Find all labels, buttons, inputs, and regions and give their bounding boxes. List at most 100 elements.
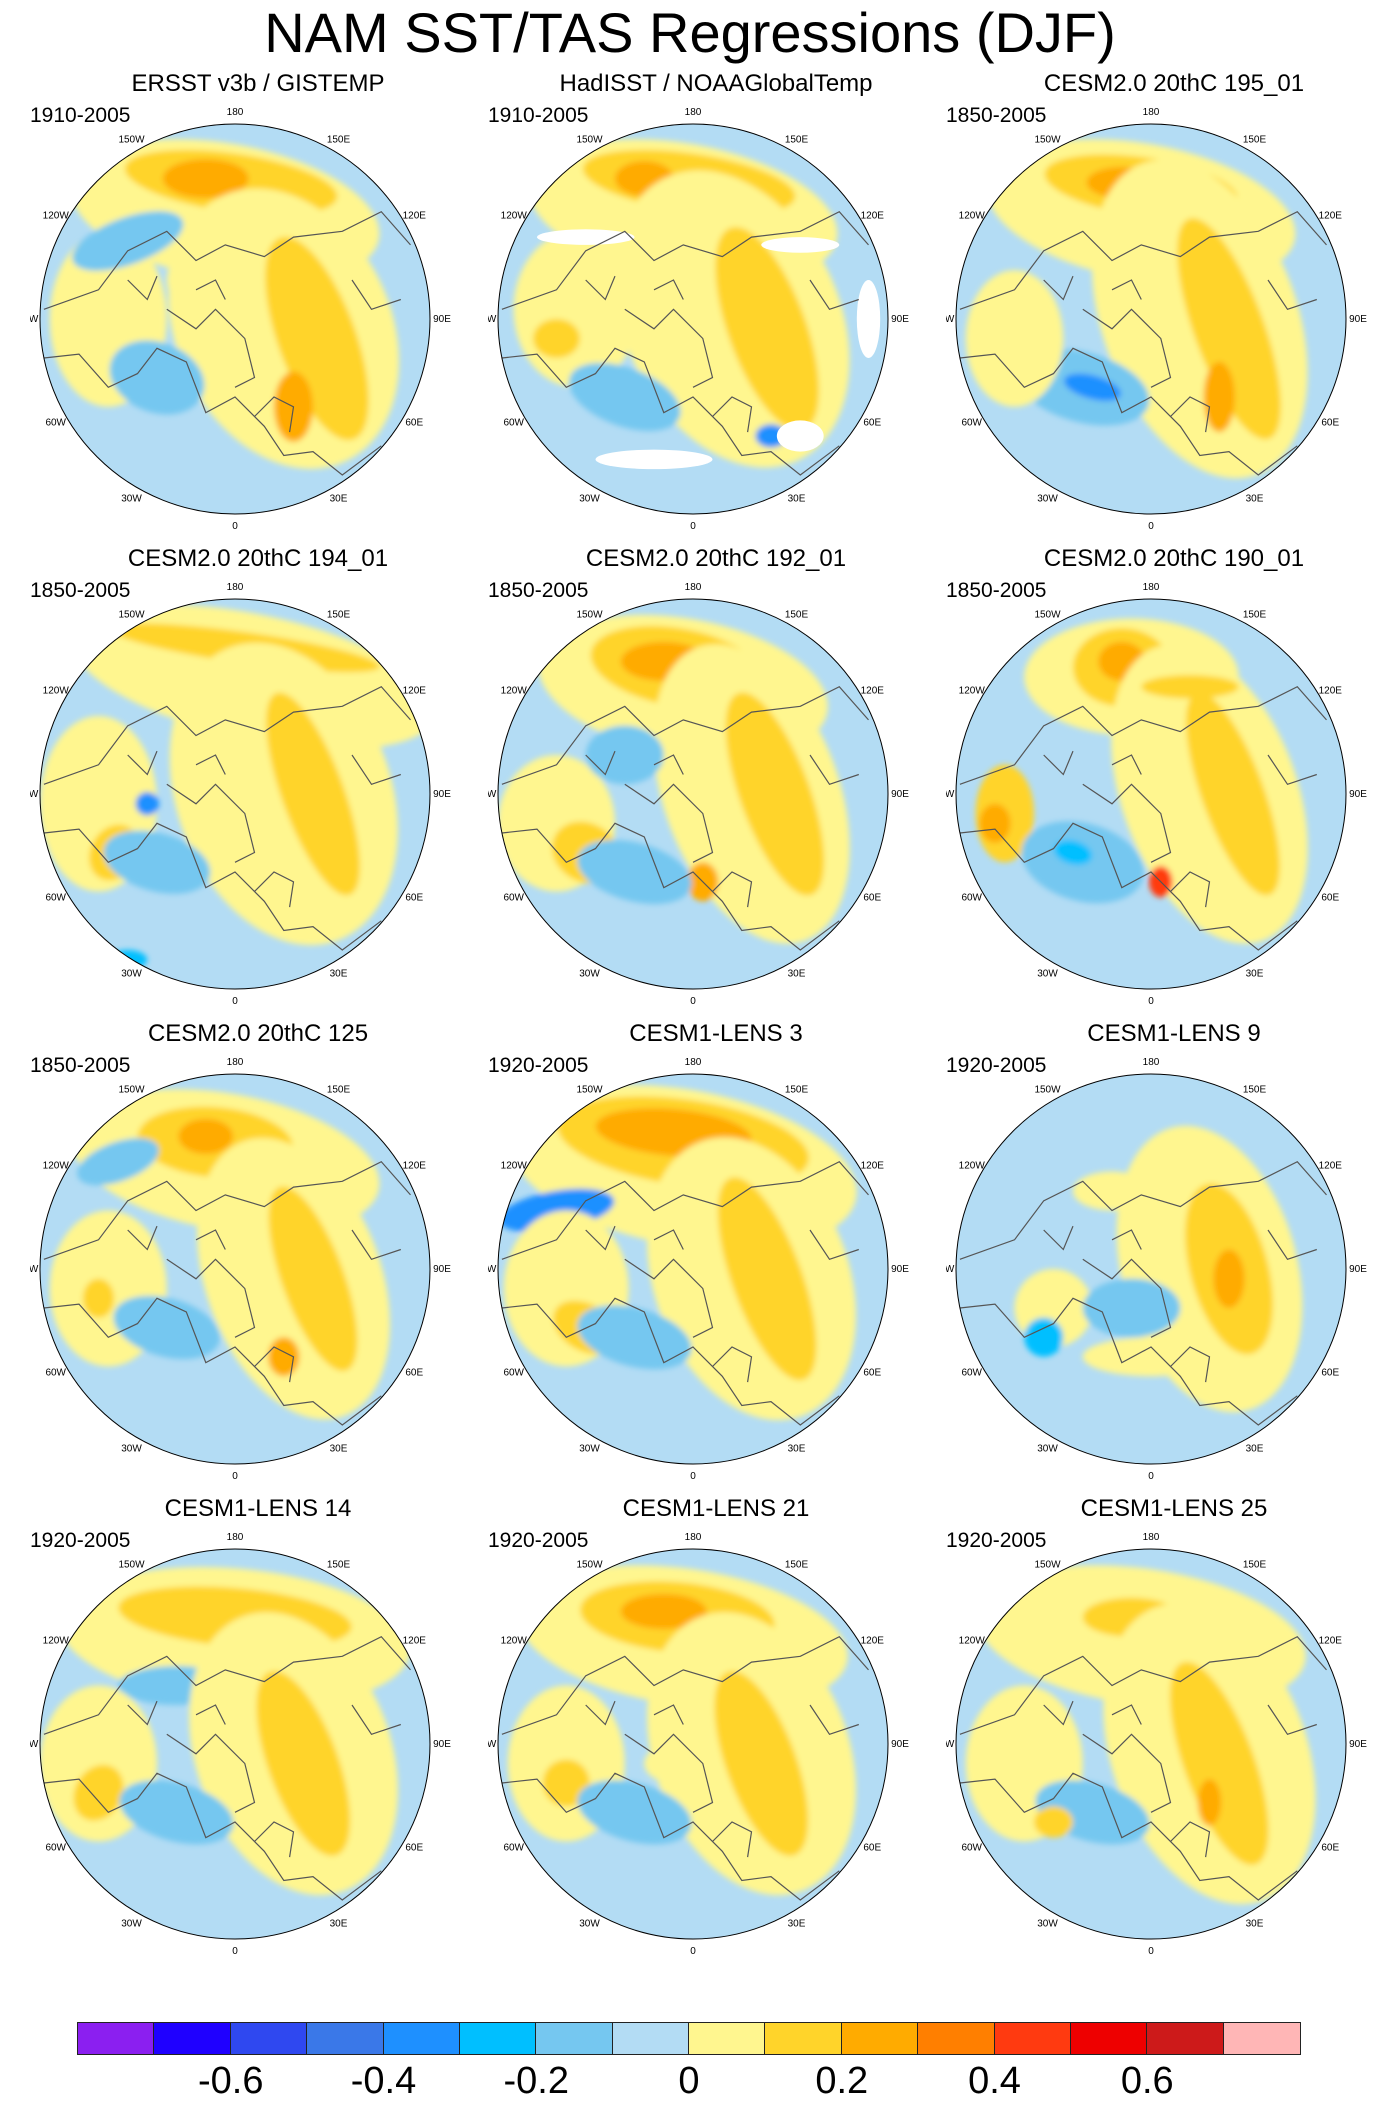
longitude-label: 120E bbox=[1319, 1636, 1343, 1647]
colorbar-swatch bbox=[764, 2022, 843, 2055]
coastline bbox=[127, 1700, 158, 1726]
panel-title: CESM1-LENS 21 bbox=[622, 1495, 810, 1522]
coastline bbox=[1082, 1258, 1172, 1338]
coastline bbox=[712, 871, 753, 908]
anomaly-contour bbox=[1082, 1337, 1220, 1377]
longitude-label: 150W bbox=[118, 1560, 145, 1571]
longitude-label: 90E bbox=[891, 314, 909, 325]
longitude-label: 30E bbox=[1246, 493, 1264, 504]
colorbar-swatch bbox=[153, 2022, 232, 2055]
coastline bbox=[1082, 1733, 1172, 1813]
coastline bbox=[585, 275, 616, 301]
longitude-label: 60E bbox=[863, 1843, 881, 1854]
coastline bbox=[1082, 308, 1172, 388]
longitude-label: 120W bbox=[959, 211, 986, 222]
longitude-label: 90W bbox=[488, 1264, 497, 1275]
longitude-label: 30W bbox=[1037, 1918, 1058, 1929]
longitude-label: 150E bbox=[785, 1560, 809, 1571]
coastline bbox=[1111, 1229, 1142, 1250]
coastline bbox=[1170, 396, 1211, 433]
longitude-label: 120E bbox=[861, 686, 885, 697]
longitude-label: 60E bbox=[863, 893, 881, 904]
longitude-label: 0 bbox=[232, 1946, 238, 1957]
longitude-label: 30W bbox=[579, 1918, 600, 1929]
longitude-label: 90E bbox=[891, 789, 909, 800]
longitude-label: 180 bbox=[685, 1057, 702, 1068]
polar-map: 180 150E 120E 90E 60E 30E 0 30W 60W 90W 120W 150W bbox=[30, 107, 451, 532]
longitude-label: 120E bbox=[403, 686, 427, 697]
coastline bbox=[959, 1635, 1327, 1735]
longitude-label: 180 bbox=[227, 107, 244, 118]
coastline bbox=[351, 1704, 401, 1736]
longitude-label: 120W bbox=[959, 686, 986, 697]
longitude-label: 90W bbox=[946, 789, 955, 800]
longitude-label: 60E bbox=[405, 418, 423, 429]
missing-data-area bbox=[761, 237, 840, 253]
map-panel: CESM1-LENS 9 1920-2005 180 150E 120E 90E 60E 30… bbox=[946, 1020, 1380, 1490]
longitude-label: 60W bbox=[503, 1843, 524, 1854]
longitude-label: 150E bbox=[1243, 135, 1267, 146]
longitude-label: 90W bbox=[30, 314, 39, 325]
polar-map: 180 150E 120E 90E 60E 30E 0 30W 60W 90W 120W 150W bbox=[30, 1532, 451, 1957]
anomaly-contour bbox=[72, 211, 184, 271]
panel-period: 1920-2005 bbox=[946, 1529, 1047, 1552]
panel-period: 1920-2005 bbox=[488, 1054, 589, 1077]
longitude-label: 180 bbox=[1143, 1057, 1160, 1068]
anomaly-contour bbox=[1197, 1779, 1222, 1826]
polar-map: 180 150E 120E 90E 60E 30E 0 30W 60W 90W 120W 150W bbox=[30, 1057, 451, 1482]
longitude-label: 120E bbox=[861, 1161, 885, 1172]
longitude-label: 90W bbox=[946, 1739, 955, 1750]
longitude-label: 90W bbox=[30, 1739, 39, 1750]
anomaly-contour bbox=[1203, 361, 1235, 433]
anomaly-contour bbox=[577, 1305, 692, 1370]
longitude-label: 150W bbox=[118, 135, 145, 146]
longitude-label: 150W bbox=[1034, 135, 1061, 146]
coastline bbox=[501, 822, 840, 951]
anomaly-contour bbox=[119, 1780, 234, 1845]
longitude-label: 0 bbox=[232, 996, 238, 1007]
anomaly-contour bbox=[1185, 692, 1280, 896]
coastline bbox=[195, 279, 226, 300]
panel-title: CESM1-LENS 14 bbox=[164, 1495, 352, 1522]
longitude-label: 0 bbox=[1148, 996, 1154, 1007]
longitude-label: 30W bbox=[579, 968, 600, 979]
figure-title: NAM SST/TAS Regressions (DJF) bbox=[264, 1, 1116, 64]
longitude-label: 60W bbox=[961, 1843, 982, 1854]
coastline bbox=[809, 1229, 859, 1261]
coastline bbox=[501, 210, 869, 310]
map-panel: CESM2.0 20thC 194_01 1850-2005 180 150E 120E… bbox=[30, 545, 486, 1015]
coastline bbox=[43, 210, 411, 310]
coastline bbox=[43, 1635, 411, 1735]
colorbar-swatch bbox=[1146, 2022, 1225, 2055]
longitude-label: 120W bbox=[43, 1161, 70, 1172]
longitude-label: 90W bbox=[488, 789, 497, 800]
coastline bbox=[1170, 1821, 1211, 1858]
anomaly-contour bbox=[979, 803, 1011, 843]
longitude-label: 30W bbox=[1037, 493, 1058, 504]
longitude-label: 90E bbox=[1349, 314, 1367, 325]
coastline bbox=[653, 754, 684, 775]
colorbar-tick-label: -0.4 bbox=[350, 2060, 417, 2102]
longitude-label: 30E bbox=[1246, 968, 1264, 979]
map-border bbox=[955, 1548, 1347, 1940]
coastline bbox=[1170, 871, 1211, 908]
anomaly-contour bbox=[1064, 373, 1121, 401]
coastline bbox=[501, 347, 840, 476]
anomaly-contour bbox=[256, 1671, 351, 1856]
anomaly-contour bbox=[714, 1671, 809, 1856]
anomaly-contour bbox=[1082, 1278, 1181, 1338]
coastline bbox=[127, 275, 158, 301]
map-panel: CESM1-LENS 14 1920-2005 180 150E 120E 90E 60E 3… bbox=[30, 1495, 486, 1965]
longitude-label: 30W bbox=[121, 1443, 142, 1454]
polar-map: 180 150E 120E 90E 60E 30E 0 30W 60W 90W 120W 150W bbox=[488, 582, 909, 1007]
longitude-label: 150W bbox=[576, 1085, 603, 1096]
coastline bbox=[959, 1772, 1298, 1901]
panel-title: HadISST / NOAAGlobalTemp bbox=[559, 70, 873, 97]
map-border bbox=[497, 1548, 889, 1940]
longitude-label: 180 bbox=[685, 582, 702, 593]
longitude-label: 150W bbox=[576, 135, 603, 146]
longitude-label: 90E bbox=[891, 1264, 909, 1275]
longitude-label: 120W bbox=[43, 686, 70, 697]
longitude-label: 120E bbox=[403, 211, 427, 222]
colorbar-swatch bbox=[306, 2022, 385, 2055]
